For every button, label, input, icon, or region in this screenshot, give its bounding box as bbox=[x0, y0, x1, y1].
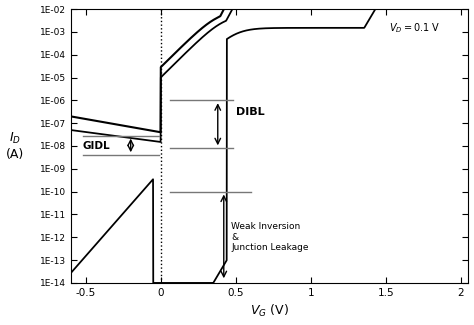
Text: DIBL: DIBL bbox=[236, 107, 264, 117]
Text: $V_D = 4.0$ V: $V_D = 4.0$ V bbox=[0, 324, 1, 325]
Text: $V_D = 0.1$ V: $V_D = 0.1$ V bbox=[389, 21, 440, 35]
Text: $V_D = 2.7$ V: $V_D = 2.7$ V bbox=[0, 324, 1, 325]
Text: Weak Inversion
&
Junction Leakage: Weak Inversion & Junction Leakage bbox=[231, 222, 309, 252]
X-axis label: $V_G$ (V): $V_G$ (V) bbox=[250, 303, 289, 319]
Text: GIDL: GIDL bbox=[82, 141, 110, 151]
Y-axis label: $I_D$
(A): $I_D$ (A) bbox=[6, 131, 24, 161]
